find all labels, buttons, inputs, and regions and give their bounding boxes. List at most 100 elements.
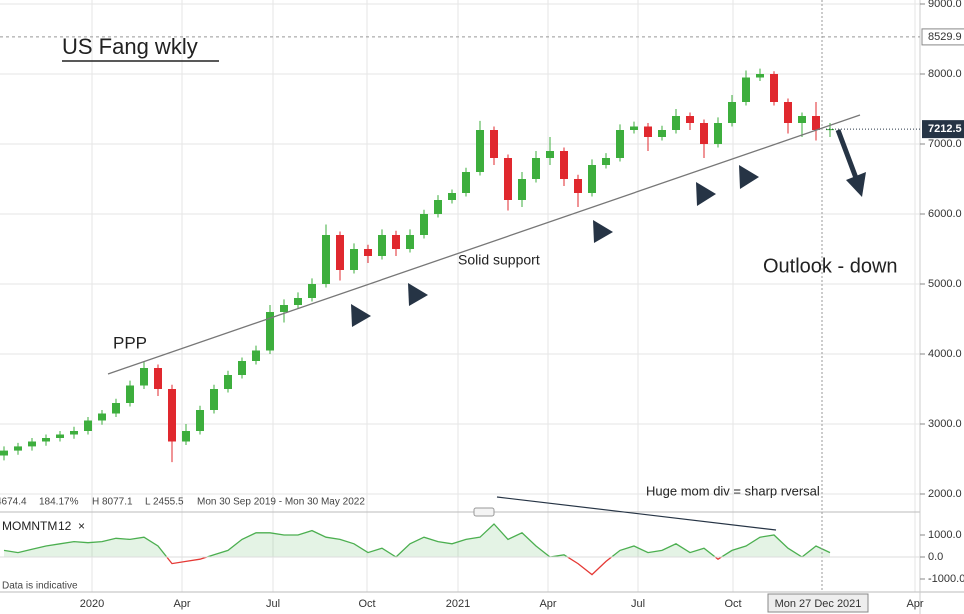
- candle-body: [28, 441, 36, 447]
- indicator-name: MOMNTM: [2, 519, 57, 533]
- candle-body: [14, 446, 22, 451]
- candle-body: [462, 172, 470, 193]
- x-tick-label: Mon 27 Dec 2021: [775, 598, 862, 610]
- candle-body: [126, 385, 134, 403]
- candle-body: [364, 249, 372, 256]
- indicator-period: 12: [58, 519, 72, 533]
- candle-body: [518, 179, 526, 200]
- candle-body: [42, 438, 50, 442]
- candle-body: [280, 305, 288, 312]
- y-tick-label: 6000.0: [928, 208, 962, 220]
- candle-body: [98, 413, 106, 421]
- down-arrow-shaft: [835, 129, 859, 179]
- y-tick-label: 1000.0: [928, 529, 962, 541]
- candle-body: [56, 434, 64, 438]
- candle-body: [588, 165, 596, 193]
- candle-body: [322, 235, 330, 284]
- y-tick-label: 0.0: [928, 551, 943, 563]
- y-tick-label: -1000.0: [928, 573, 964, 585]
- stat: 184.17%: [39, 497, 79, 508]
- y-tick-label: 5000.0: [928, 278, 962, 290]
- candle-body: [420, 214, 428, 235]
- x-tick-label: Apr: [906, 598, 923, 610]
- candle-body: [112, 403, 120, 414]
- candle-body: [714, 123, 722, 144]
- y-tick-label: 7000.0: [928, 138, 962, 150]
- candle-body: [0, 450, 8, 456]
- candle-body: [182, 431, 190, 442]
- candle-body: [798, 116, 806, 123]
- candle-body: [406, 235, 414, 249]
- candle-body: [392, 235, 400, 249]
- stat: H 8077.1: [92, 497, 133, 508]
- candle-body: [812, 116, 820, 130]
- stat: Mon 30 Sep 2019 - Mon 30 May 2022: [197, 497, 365, 508]
- x-tick-label: Oct: [724, 598, 741, 610]
- panel-handle[interactable]: [473, 507, 495, 517]
- reference-box: [921, 28, 964, 46]
- candle-body: [210, 389, 218, 410]
- candle-body: [728, 102, 736, 123]
- candle-body: [560, 151, 568, 179]
- down-arrow-head: [846, 172, 866, 197]
- crosshair-date-box: [767, 593, 869, 613]
- candle-body: [238, 361, 246, 375]
- arrow-marker: [739, 165, 759, 189]
- candle-body: [574, 179, 582, 193]
- candle-body: [168, 389, 176, 442]
- candle-body: [784, 102, 792, 123]
- candle-body: [378, 235, 386, 256]
- stat: 4674.4: [0, 497, 27, 508]
- candle-body: [476, 130, 484, 172]
- disclaimer: Data is indicative: [2, 581, 78, 592]
- candle-body: [84, 420, 92, 431]
- grid: [0, 0, 920, 592]
- stat: L 2455.5: [145, 497, 184, 508]
- close-icon[interactable]: ×: [78, 519, 85, 533]
- candle-body: [644, 126, 652, 137]
- x-tick-label: Jul: [631, 598, 645, 610]
- candle-body: [336, 235, 344, 270]
- candle-body: [434, 200, 442, 214]
- arrow-marker: [408, 283, 428, 306]
- candle-body: [504, 158, 512, 200]
- annotation: Solid support: [458, 252, 540, 268]
- x-tick-label: Apr: [539, 598, 556, 610]
- x-tick-label: Apr: [173, 598, 190, 610]
- candle-body: [266, 312, 274, 351]
- candle-body: [672, 116, 680, 130]
- candle-body: [658, 130, 666, 137]
- arrow-marker: [351, 304, 371, 327]
- momentum-line: [3, 523, 831, 557]
- candle-body: [224, 375, 232, 389]
- x-tick-label: Oct: [358, 598, 375, 610]
- support-trendline: [107, 114, 861, 375]
- candle-body: [686, 116, 694, 123]
- candle-body: [196, 410, 204, 431]
- marks: [0, 68, 834, 576]
- candle-body: [308, 284, 316, 298]
- candle-body: [140, 368, 148, 386]
- arrow-marker: [696, 182, 716, 206]
- annotation: Huge mom div = sharp rversal: [646, 483, 820, 498]
- candle-body: [490, 130, 498, 158]
- candle-body: [770, 74, 778, 102]
- chart-title: US Fang wkly: [62, 34, 198, 59]
- candle-body: [756, 74, 764, 78]
- candle-body: [350, 249, 358, 270]
- candle-body: [252, 350, 260, 361]
- candle-body: [154, 368, 162, 389]
- y-tick-label: 2000.0: [928, 488, 962, 500]
- x-tick-label: Jul: [266, 598, 280, 610]
- candle-body: [742, 77, 750, 102]
- candle-body: [700, 123, 708, 144]
- candle-body: [532, 158, 540, 179]
- y-tick-label: 8000.0: [928, 68, 962, 80]
- annotation: Outlook - down: [763, 255, 898, 277]
- candle-body: [448, 193, 456, 200]
- arrow-marker: [593, 220, 613, 243]
- candle-body: [602, 158, 610, 165]
- x-tick-label: 2021: [446, 598, 470, 610]
